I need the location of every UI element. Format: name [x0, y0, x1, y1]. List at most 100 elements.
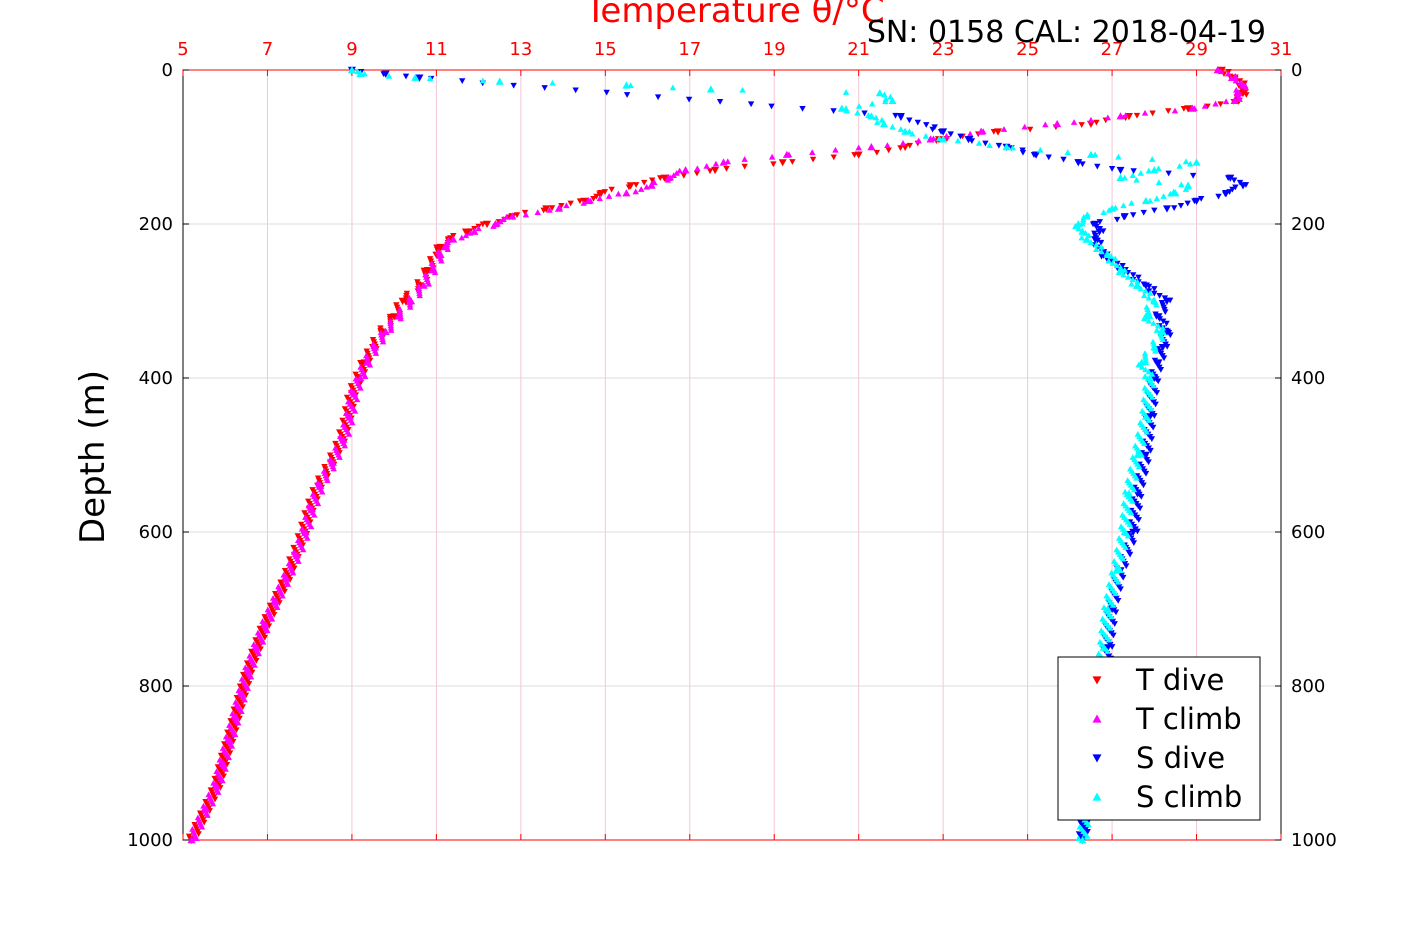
data-point [261, 634, 268, 641]
x-tick-label: 29 [1185, 39, 1208, 60]
data-point [638, 186, 645, 192]
data-point [1191, 105, 1198, 112]
data-point [1156, 293, 1163, 299]
data-point [1120, 214, 1128, 221]
data-point [739, 86, 746, 93]
data-point [906, 117, 913, 124]
legend-label: T dive [1135, 663, 1224, 697]
data-point [1140, 281, 1147, 288]
data-point [264, 627, 271, 634]
data-point [411, 73, 420, 81]
data-point [1089, 221, 1097, 228]
data-point [1127, 509, 1135, 516]
data-point [706, 85, 715, 93]
data-point [1106, 625, 1114, 631]
data-point [567, 200, 574, 207]
data-point [239, 704, 246, 710]
data-point [466, 230, 474, 236]
data-point [1134, 528, 1141, 535]
data-point [681, 166, 690, 174]
x-tick-label: 17 [678, 39, 701, 60]
data-point [799, 105, 806, 112]
x-tick-label: 27 [1101, 39, 1124, 60]
data-point [1167, 332, 1174, 339]
data-point [245, 681, 253, 687]
data-point [416, 292, 423, 299]
data-point [1093, 246, 1100, 252]
data-point [1230, 177, 1238, 184]
data-point [291, 565, 298, 572]
data-point [1236, 179, 1244, 186]
data-point [235, 719, 242, 726]
data-point [1215, 193, 1222, 200]
data-point [1151, 413, 1158, 419]
data-point [1152, 347, 1159, 354]
data-point [1146, 417, 1153, 423]
data-point [937, 129, 945, 135]
data-point [449, 235, 458, 243]
data-point [540, 207, 547, 214]
data-point [1098, 253, 1105, 260]
data-point [1045, 154, 1052, 161]
data-point [279, 592, 286, 599]
data-point [497, 218, 504, 225]
data-point [1135, 361, 1142, 368]
data-point [832, 146, 839, 153]
data-point [1145, 283, 1153, 290]
data-point [778, 159, 787, 167]
data-point [458, 234, 465, 241]
data-point [238, 708, 245, 714]
data-point [1122, 112, 1129, 118]
data-point [1120, 202, 1127, 209]
data-point [1142, 359, 1150, 366]
data-point [1149, 424, 1157, 431]
data-point [233, 727, 240, 734]
data-point [943, 133, 950, 139]
data-point [693, 170, 701, 177]
data-point [741, 163, 748, 170]
data-point [669, 84, 677, 91]
data-point [1108, 166, 1116, 172]
data-point [1177, 202, 1185, 209]
data-point [1104, 648, 1111, 654]
legend-label: S climb [1136, 780, 1242, 814]
data-point [228, 742, 236, 749]
data-point [854, 109, 861, 116]
ticks: 5 7 9 11 13 15 17 19 21 23 25 27 29 31020040060080010… [127, 39, 1337, 851]
data-point [349, 419, 356, 426]
data-point [1138, 364, 1146, 370]
data-point [241, 696, 248, 703]
data-point [503, 213, 510, 220]
data-point [1182, 186, 1190, 192]
data-point [888, 96, 897, 104]
data-point [1140, 482, 1147, 489]
data-point [1222, 191, 1229, 198]
data-point [1130, 540, 1138, 546]
data-point [1104, 114, 1112, 121]
y-tick-label-left: 400 [139, 368, 173, 389]
data-point [990, 129, 998, 135]
data-point [1109, 260, 1116, 266]
y-tick-label-left: 0 [162, 60, 173, 81]
data-point [541, 85, 548, 91]
data-point [1121, 267, 1128, 273]
x-tick-label: 19 [763, 39, 786, 60]
data-point [1037, 146, 1044, 153]
data-point [510, 82, 517, 89]
data-point [930, 135, 937, 142]
data-point [1078, 234, 1085, 241]
x-tick-label: 25 [1016, 39, 1039, 60]
data-point [479, 77, 487, 84]
data-point [1112, 204, 1119, 211]
data-point [1084, 828, 1091, 835]
data-point [513, 212, 521, 218]
data-point [572, 87, 579, 94]
data-point [353, 396, 361, 403]
data-point [1100, 209, 1107, 216]
data-point [625, 184, 633, 191]
data-point [1165, 108, 1172, 115]
data-point [1146, 197, 1154, 204]
data-point [521, 209, 529, 216]
data-point [347, 66, 356, 74]
